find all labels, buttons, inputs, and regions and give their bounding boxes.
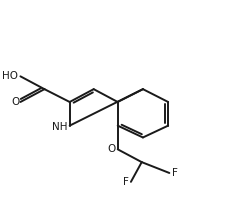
Text: O: O [108, 144, 116, 154]
Text: F: F [123, 177, 128, 187]
Text: O: O [11, 97, 19, 107]
Text: HO: HO [2, 71, 18, 81]
Text: F: F [172, 168, 177, 178]
Text: NH: NH [52, 122, 68, 132]
